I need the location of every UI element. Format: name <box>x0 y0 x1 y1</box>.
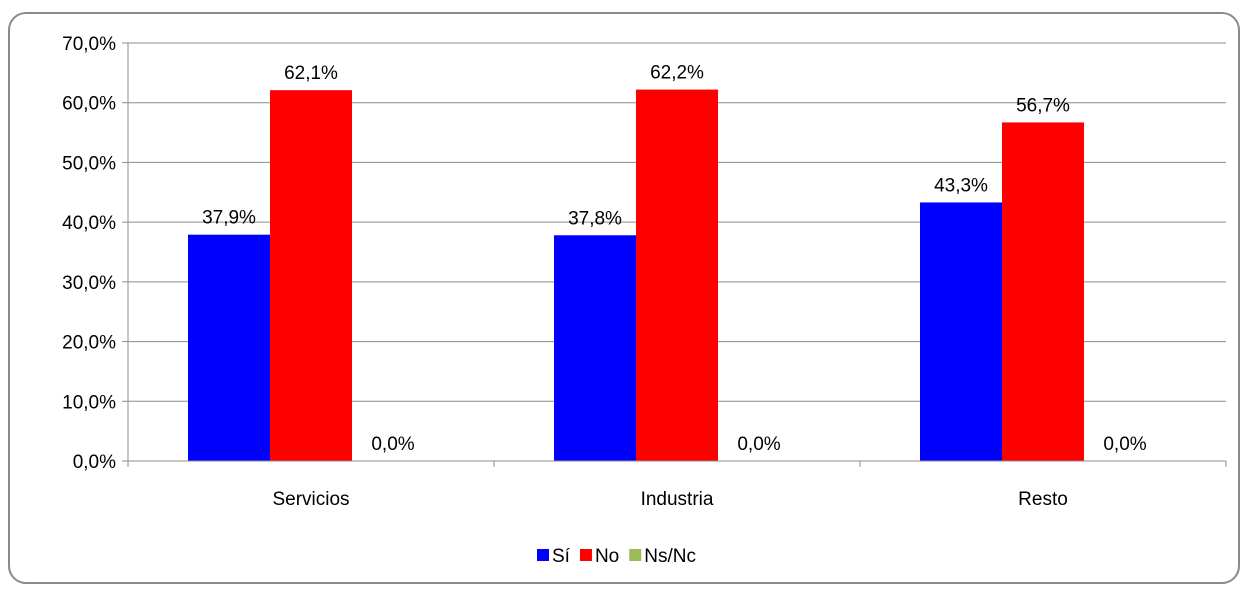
legend-swatch <box>579 549 592 561</box>
y-tick-label: 0,0% <box>73 452 116 473</box>
data-label: 56,7% <box>1016 95 1070 116</box>
data-label: 37,9% <box>202 208 256 229</box>
y-tick-label: 20,0% <box>62 333 116 354</box>
data-label: 62,2% <box>650 63 704 84</box>
legend-label: Sí <box>552 546 571 567</box>
data-label: 0,0% <box>371 434 414 455</box>
x-category-label: Servicios <box>272 489 349 510</box>
data-label: 37,8% <box>568 208 622 229</box>
data-label: 0,0% <box>737 434 780 455</box>
y-tick-label: 50,0% <box>62 153 116 174</box>
bars <box>188 89 1084 462</box>
data-label: 43,3% <box>934 175 988 196</box>
y-tick-label: 30,0% <box>62 273 116 294</box>
bar-no-industria <box>636 89 718 461</box>
y-tick-label: 40,0% <box>62 213 116 234</box>
x-category-label: Industria <box>641 489 714 510</box>
legend-swatch <box>629 549 642 561</box>
legend-label: No <box>595 546 619 567</box>
data-label: 62,1% <box>284 63 338 84</box>
y-tick-label: 70,0% <box>62 34 116 55</box>
bar-si-servicios <box>188 234 270 461</box>
bar-no-servicios <box>270 90 352 461</box>
y-tick-label: 60,0% <box>62 94 116 115</box>
axes: 0,0% 10,0% 20,0% 30,0% 40,0% 50,0% 60,0% 70,0% S… <box>62 34 1227 510</box>
legend: Sí No Ns/Nc <box>537 546 696 567</box>
legend-swatch <box>537 549 549 561</box>
bar-si-resto <box>920 202 1002 462</box>
y-tick-label: 10,0% <box>62 392 116 413</box>
legend-label: Ns/Nc <box>644 546 696 567</box>
data-labels: 37,9% 62,1% 0,0% 37,8% 62,2% 0,0% 43,3% 56,7% 0,… <box>202 63 1147 455</box>
x-category-label: Resto <box>1018 489 1068 510</box>
bar-si-industria <box>554 235 636 461</box>
bar-no-resto <box>1002 122 1084 462</box>
data-label: 0,0% <box>1103 434 1146 455</box>
